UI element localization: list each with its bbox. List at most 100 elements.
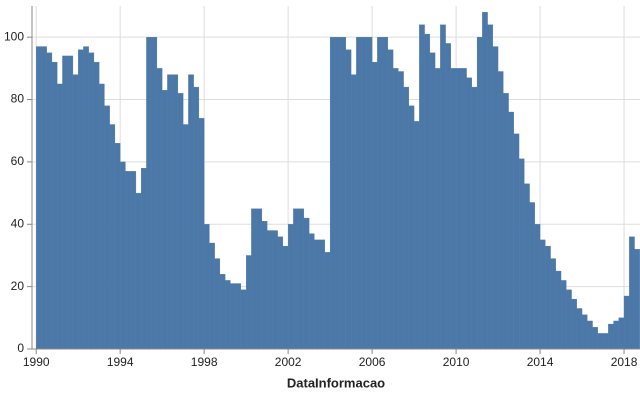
bar	[356, 37, 362, 350]
bar	[471, 86, 478, 350]
bar	[434, 68, 441, 350]
bar	[513, 133, 520, 350]
bar	[204, 224, 210, 350]
bar	[135, 192, 142, 350]
bar	[198, 118, 205, 350]
bar	[314, 239, 320, 350]
bar	[266, 230, 273, 350]
bar	[524, 183, 530, 350]
bar	[88, 52, 95, 350]
bar	[560, 280, 567, 350]
bar	[413, 121, 420, 350]
bar	[503, 93, 509, 350]
bar	[508, 111, 514, 350]
bar	[518, 158, 525, 350]
bar	[487, 24, 493, 350]
bar	[429, 52, 436, 350]
bar	[167, 74, 173, 350]
bar	[120, 161, 126, 350]
bar	[592, 327, 598, 350]
bar	[303, 217, 310, 350]
bar	[581, 314, 588, 350]
bar	[78, 49, 84, 350]
bar	[209, 242, 215, 350]
bar	[141, 167, 147, 350]
bar	[571, 298, 577, 350]
bar	[67, 55, 74, 350]
bar	[340, 37, 347, 350]
bar	[555, 270, 562, 350]
x-tick-label: 2010	[443, 355, 470, 369]
bar	[329, 37, 336, 350]
bar	[109, 124, 116, 350]
bar	[319, 239, 326, 350]
x-tick-label: 2002	[275, 355, 302, 369]
bar	[57, 83, 63, 350]
bar	[618, 317, 625, 350]
bar	[324, 252, 331, 350]
bar	[256, 208, 263, 350]
bar	[83, 46, 89, 350]
x-tick-label: 1998	[191, 355, 218, 369]
bar	[545, 245, 551, 350]
bar	[335, 37, 341, 350]
y-tick-label: 40	[11, 216, 25, 230]
bar	[492, 46, 499, 350]
bar	[634, 249, 640, 350]
bar	[282, 245, 289, 350]
bar	[566, 289, 572, 350]
bar	[240, 289, 247, 350]
bar	[587, 320, 593, 350]
bar	[382, 37, 389, 350]
bar	[214, 258, 221, 350]
bar	[230, 283, 236, 350]
bar	[576, 308, 583, 350]
bar	[235, 283, 242, 350]
bar	[455, 68, 462, 350]
bar	[219, 274, 226, 350]
bar	[261, 221, 268, 350]
bar	[597, 333, 604, 350]
bar	[350, 74, 357, 350]
y-tick-label: 80	[11, 92, 25, 106]
bar	[287, 224, 294, 350]
y-tick-label: 20	[11, 279, 25, 293]
bar	[298, 208, 305, 350]
bar	[387, 49, 394, 350]
bar	[377, 37, 383, 350]
bar	[72, 74, 79, 350]
bar	[539, 239, 546, 350]
x-tick-label: 2006	[359, 355, 386, 369]
bar	[419, 24, 425, 350]
bar	[482, 12, 488, 350]
bar	[424, 33, 430, 350]
bar	[534, 224, 541, 350]
bar	[193, 86, 200, 350]
bar	[497, 71, 504, 350]
bar	[277, 236, 284, 350]
x-tick-label: 2018	[611, 355, 638, 369]
bar	[51, 61, 58, 350]
bar	[613, 320, 619, 350]
bar	[345, 49, 352, 350]
bar	[272, 230, 278, 350]
bar	[293, 208, 299, 350]
bar	[125, 171, 131, 350]
bar	[361, 37, 368, 350]
bar	[466, 77, 472, 350]
bar	[450, 68, 457, 350]
bar	[172, 74, 179, 350]
bar	[130, 171, 137, 350]
bar	[550, 258, 556, 350]
bar	[371, 61, 378, 350]
x-tick-label: 2014	[527, 355, 554, 369]
bar	[408, 105, 415, 350]
y-tick-label: 0	[17, 341, 24, 355]
bar	[162, 90, 168, 350]
bar	[114, 143, 121, 350]
bar	[36, 46, 42, 350]
bar	[308, 233, 315, 350]
bar	[104, 105, 110, 350]
bar	[445, 43, 451, 350]
